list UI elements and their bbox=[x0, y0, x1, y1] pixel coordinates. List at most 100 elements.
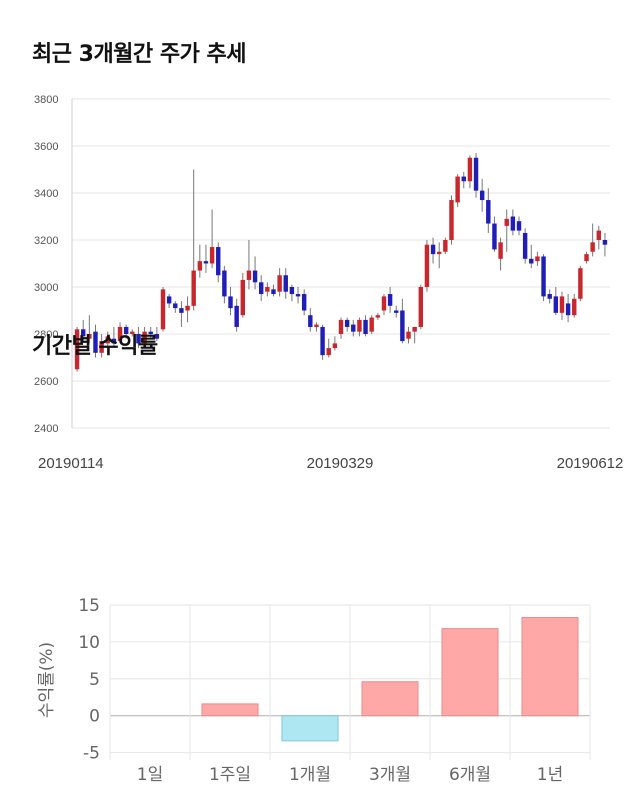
candle-body bbox=[308, 315, 313, 327]
candle bbox=[443, 237, 448, 255]
candle-y-axis: 2400 2600 2800 3000 3200 3400 3600 3800 bbox=[34, 94, 58, 435]
candle-y-tick-label: 3600 bbox=[34, 141, 58, 153]
candle-body bbox=[535, 256, 540, 262]
candle-body bbox=[375, 315, 381, 318]
returns-bar bbox=[521, 617, 579, 717]
candle-body bbox=[461, 176, 466, 182]
candle-body bbox=[136, 334, 141, 344]
candle bbox=[252, 256, 258, 290]
candle bbox=[136, 326, 141, 349]
candle-body bbox=[479, 190, 485, 201]
candle-y-tick-label: 3800 bbox=[34, 94, 58, 106]
candle bbox=[412, 326, 417, 344]
candle-body bbox=[387, 294, 393, 306]
candle bbox=[191, 169, 196, 311]
candle bbox=[572, 294, 577, 318]
candle-body bbox=[381, 296, 387, 311]
candle bbox=[179, 301, 184, 327]
candle bbox=[522, 228, 528, 264]
candle bbox=[430, 237, 436, 264]
returns-x-tick-label: 1일 bbox=[137, 765, 163, 785]
candle-series bbox=[74, 153, 608, 372]
candle bbox=[203, 244, 209, 273]
candle bbox=[320, 324, 325, 360]
candle-body bbox=[498, 242, 503, 259]
candle-body bbox=[418, 287, 424, 327]
candle bbox=[381, 294, 387, 316]
candle bbox=[314, 322, 319, 332]
candle bbox=[479, 178, 485, 212]
candle bbox=[357, 317, 362, 337]
candle-body bbox=[209, 247, 215, 264]
candle bbox=[283, 268, 288, 299]
candle-body bbox=[529, 258, 534, 264]
candle bbox=[154, 326, 160, 342]
returns-bar bbox=[361, 681, 419, 717]
candle bbox=[584, 251, 589, 264]
candle bbox=[344, 317, 350, 332]
candle-body bbox=[222, 270, 227, 297]
candle-x-tick-label: 20190114 bbox=[38, 455, 104, 472]
candle-body bbox=[246, 270, 252, 280]
candle bbox=[105, 331, 110, 349]
returns-y-tick-label: 5 bbox=[89, 670, 100, 690]
candle-body bbox=[301, 294, 307, 311]
candle-body bbox=[277, 275, 282, 292]
candle bbox=[234, 298, 239, 332]
candle bbox=[74, 326, 80, 372]
returns-y-tick-label: 15 bbox=[78, 596, 100, 616]
candle-body bbox=[314, 324, 319, 327]
returns-y-tick-label: 10 bbox=[78, 633, 100, 653]
candle-body bbox=[111, 338, 117, 344]
candle bbox=[271, 284, 276, 297]
candle-body bbox=[559, 296, 565, 313]
returns-bar bbox=[201, 703, 259, 717]
candle bbox=[498, 237, 503, 271]
candle-body bbox=[74, 329, 80, 370]
candle bbox=[541, 254, 546, 302]
candle-y-tick-label: 2800 bbox=[34, 329, 58, 341]
candle-body bbox=[584, 254, 589, 262]
candle-body bbox=[289, 287, 295, 295]
candle-body bbox=[148, 331, 153, 334]
candle-body bbox=[105, 336, 110, 344]
candle bbox=[559, 291, 565, 320]
candle-body bbox=[265, 287, 270, 292]
candle bbox=[369, 315, 374, 334]
candle bbox=[602, 232, 608, 257]
candle-body bbox=[216, 247, 221, 276]
candle-body bbox=[486, 200, 491, 224]
returns-x-tick-label: 1년 bbox=[537, 765, 563, 785]
candle bbox=[80, 319, 86, 342]
candle bbox=[578, 265, 583, 302]
candle bbox=[216, 242, 221, 283]
returns-gridlines bbox=[109, 604, 591, 760]
candle-y-tick-label: 3200 bbox=[34, 235, 58, 247]
returns-x-axis: 1일 1주일 1개월 3개월 6개월 1년 bbox=[137, 765, 563, 785]
candle bbox=[406, 326, 411, 344]
candle-body bbox=[240, 279, 246, 316]
candle bbox=[117, 322, 123, 344]
period-returns-title: 기간별 수익률 bbox=[32, 334, 158, 359]
candle bbox=[400, 298, 405, 344]
candle-body bbox=[185, 305, 190, 311]
returns-bar bbox=[281, 715, 339, 742]
candle-body bbox=[455, 176, 460, 203]
candle-body bbox=[467, 157, 473, 182]
candle-body bbox=[412, 326, 417, 332]
candle-body bbox=[504, 218, 509, 226]
candle-body bbox=[258, 282, 264, 295]
candle-y-tick-label: 2600 bbox=[34, 376, 58, 388]
candle bbox=[209, 209, 215, 269]
stock-trend-title: 최근 3개월간 주가 추세 bbox=[32, 42, 246, 67]
candle bbox=[246, 240, 252, 290]
returns-bar bbox=[441, 628, 499, 717]
candle bbox=[265, 282, 270, 297]
candle bbox=[123, 324, 129, 339]
candle bbox=[222, 265, 227, 304]
candle-body bbox=[332, 343, 338, 349]
returns-y-axis: -5 0 5 10 15 bbox=[78, 596, 100, 764]
candle bbox=[351, 319, 356, 337]
candle bbox=[418, 284, 424, 330]
